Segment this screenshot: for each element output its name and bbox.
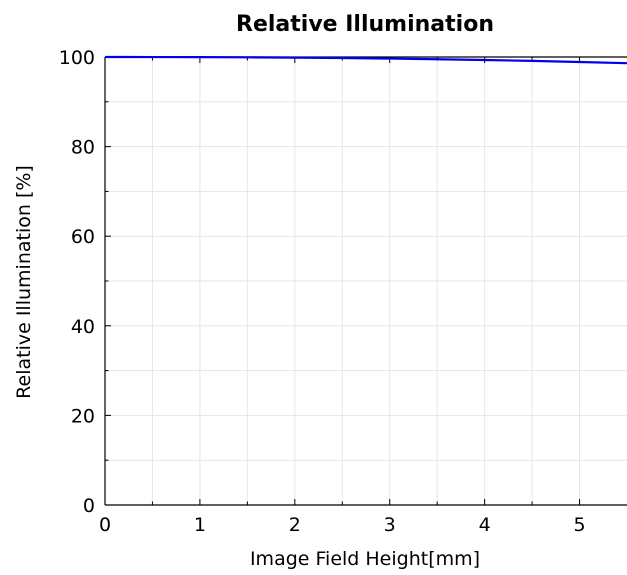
x-tick-label: 5 (573, 514, 585, 536)
relative-illumination-series-line (104, 55, 627, 65)
x-tick-label: 2 (289, 514, 301, 536)
grid-layer (105, 57, 627, 505)
ticks-layer: 0 1 2 3 4 5 0 20 40 60 80 100 (59, 47, 586, 536)
y-tick-label: 60 (71, 226, 95, 248)
y-tick-label: 40 (71, 316, 95, 338)
y-tick-label: 0 (83, 495, 95, 517)
x-tick-label: 0 (99, 514, 111, 536)
y-axis-label: Relative Illumination [%] (13, 165, 35, 399)
y-tick-label: 100 (59, 47, 95, 69)
x-tick-label: 1 (194, 514, 206, 536)
y-tick-label: 80 (71, 137, 95, 159)
chart-title: Relative Illumination (236, 12, 494, 37)
series-layer (104, 55, 627, 65)
x-tick-label: 4 (479, 514, 491, 536)
x-axis-label: Image Field Height[mm] (250, 548, 480, 570)
x-tick-label: 3 (384, 514, 396, 536)
y-tick-label: 20 (71, 405, 95, 427)
